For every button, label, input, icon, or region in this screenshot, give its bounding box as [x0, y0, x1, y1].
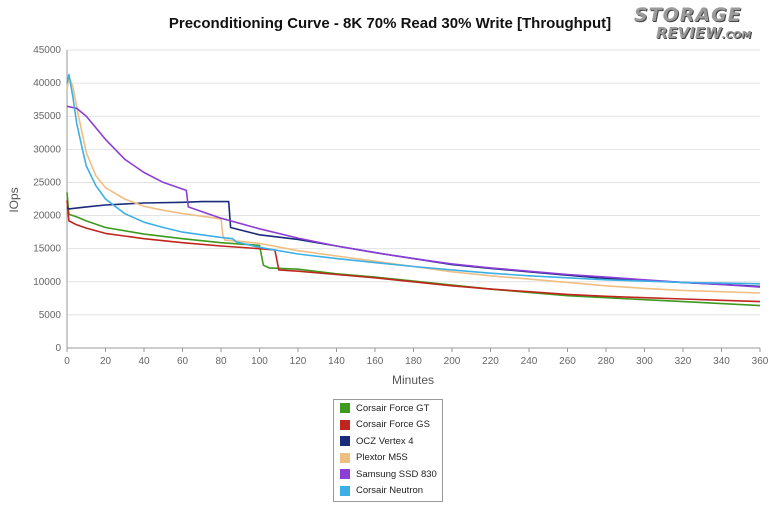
legend-item: Corsair Force GS: [334, 417, 442, 434]
y-tick-label: 5000: [39, 310, 62, 321]
series-line-5: [66, 73, 761, 285]
series-line-4: [66, 105, 761, 288]
y-tick-label: 0: [55, 343, 61, 354]
y-tick-label: 20000: [33, 211, 61, 222]
y-tick-label: 30000: [33, 144, 61, 155]
legend-label: Plextor M5S: [356, 452, 408, 464]
axes: 0 5000 10000 15000 20000 25000 30000 35000 40000…: [33, 45, 769, 367]
x-tick-label: 140: [328, 356, 345, 367]
legend-item: Plextor M5S: [334, 450, 442, 467]
series-line-3: [66, 75, 761, 294]
legend-label: OCZ Vertex 4: [356, 435, 414, 447]
x-tick-label: 260: [559, 356, 576, 367]
legend-label: Corsair Force GT: [356, 402, 430, 414]
legend-item: OCZ Vertex 4: [334, 433, 442, 450]
x-tick-label: 180: [405, 356, 422, 367]
legend-swatch: [340, 452, 350, 463]
x-tick-label: 360: [752, 356, 769, 367]
y-axis-label: IOps: [7, 187, 21, 212]
x-tick-label: 60: [177, 356, 189, 367]
series-line-2: [66, 200, 761, 288]
legend-label: Samsung SSD 830: [356, 468, 437, 480]
y-tick-label: 10000: [33, 277, 61, 288]
x-tick-label: 300: [636, 356, 653, 367]
storagereview-logo: STORAGE REVIEW.COM: [634, 6, 762, 46]
y-tick-label: 35000: [33, 111, 61, 122]
x-tick-label: 240: [521, 356, 538, 367]
x-axis-label: Minutes: [392, 373, 434, 387]
legend-swatch: [340, 469, 350, 480]
x-tick-label: 160: [367, 356, 384, 367]
y-tick-label: 25000: [33, 177, 61, 188]
legend-item: Samsung SSD 830: [334, 466, 442, 483]
legend-swatch: [340, 485, 350, 496]
gridlines: [67, 49, 760, 349]
y-tick-label: 15000: [33, 244, 61, 255]
x-tick-label: 220: [482, 356, 499, 367]
x-tick-label: 120: [290, 356, 307, 367]
logo-review: REVIEW: [656, 24, 722, 42]
y-tick-label: 45000: [33, 45, 61, 56]
legend-item: Corsair Neutron: [334, 483, 442, 500]
x-tick-label: 20: [100, 356, 112, 367]
legend-swatch: [340, 403, 350, 414]
legend-label: Corsair Force GS: [356, 419, 430, 431]
x-tick-label: 40: [138, 356, 150, 367]
x-tick-label: 320: [675, 356, 692, 367]
logo-line2: REVIEW.COM: [634, 24, 762, 45]
series-line-0: [66, 192, 761, 307]
legend-swatch: [340, 436, 350, 447]
chart-title: Preconditioning Curve - 8K 70% Read 30% …: [168, 15, 612, 32]
logo-suffix: .COM: [721, 30, 752, 41]
x-tick-label: 100: [251, 356, 268, 367]
logo-line1: STORAGE: [634, 4, 742, 26]
legend-swatch: [340, 419, 350, 430]
legend-item: Corsair Force GT: [334, 400, 442, 417]
x-tick-label: 200: [444, 356, 461, 367]
series-layer: [66, 73, 761, 307]
legend: Corsair Force GT Corsair Force GS OCZ Vert…: [333, 399, 443, 502]
x-tick-label: 340: [713, 356, 730, 367]
y-tick-label: 40000: [33, 78, 61, 89]
legend-label: Corsair Neutron: [356, 485, 424, 497]
x-tick-label: 280: [598, 356, 615, 367]
x-tick-label: 0: [64, 356, 70, 367]
x-tick-label: 80: [215, 356, 227, 367]
series-line-1: [66, 200, 761, 303]
